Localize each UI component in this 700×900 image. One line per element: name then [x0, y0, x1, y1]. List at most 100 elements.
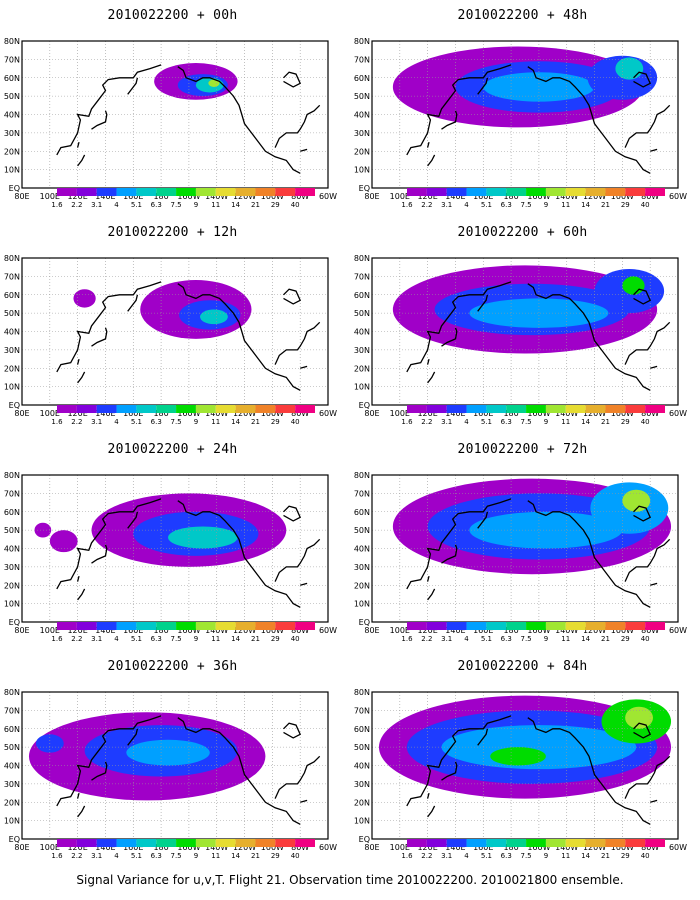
colorbar-swatch	[156, 188, 177, 196]
colorbar-label: 7.5	[521, 635, 532, 643]
lat-tick-label: 50N	[4, 92, 20, 101]
panel-60h: 2010022200 + 60h 80E 100E 120E 140E 160E 180 1…	[350, 217, 695, 432]
colorbar: 1.6 2.2 3.1 4 5.1 6.3 7.5 9 11 14 21 29 40	[401, 622, 665, 643]
lon-tick-label: 80W	[641, 192, 659, 201]
lat-tick-label: 50N	[354, 526, 370, 535]
graticule	[22, 258, 328, 405]
coastline	[91, 544, 108, 564]
lat-tick-label: 40N	[354, 545, 370, 554]
coastlines	[56, 715, 321, 825]
lat-tick-label: 20N	[354, 364, 370, 373]
colorbar-label: 4	[464, 418, 469, 426]
colorbar-label: 11	[211, 635, 220, 643]
colorbar-swatch	[195, 622, 216, 630]
colorbar-label: 4	[464, 201, 469, 209]
coastline	[633, 71, 652, 88]
colorbar-label: 2.2	[421, 852, 432, 860]
colorbar-label: 7.5	[171, 201, 182, 209]
colorbar-swatch	[466, 839, 487, 847]
lon-tick-label: 140W	[555, 843, 578, 852]
colorbar-label: 11	[211, 852, 220, 860]
coastline	[77, 154, 86, 167]
colorbar-swatch	[545, 839, 566, 847]
colorbar-label: 3.1	[91, 852, 102, 860]
colorbar-swatch	[215, 622, 236, 630]
lon-tick-label: 140W	[555, 192, 578, 201]
lon-tick-label: 160E	[123, 192, 143, 201]
colorbar-label: 6.3	[151, 635, 162, 643]
colorbar-label: 29	[621, 201, 630, 209]
colorbar: 1.6 2.2 3.1 4 5.1 6.3 7.5 9 11 14 21 29 40	[51, 622, 315, 643]
colorbar-swatch	[446, 622, 467, 630]
lon-tick-label: 60W	[319, 626, 337, 635]
colorbar-swatch	[585, 405, 606, 413]
colorbar-swatch	[407, 405, 427, 413]
lat-tick-label: 60N	[4, 725, 20, 734]
colorbar-label: 1.6	[401, 201, 413, 209]
lon-tick-label: 160E	[123, 626, 143, 635]
lon-tick-label: 80E	[14, 192, 29, 201]
lon-tick-label: 100W	[611, 409, 634, 418]
colorbar-label: 40	[641, 635, 650, 643]
lat-tick-label: 20N	[354, 798, 370, 807]
colorbar-swatch	[176, 839, 196, 847]
coastline	[77, 588, 86, 601]
colorbar-label: 4	[464, 635, 469, 643]
colorbar-swatch	[255, 839, 276, 847]
colorbar-swatch	[116, 405, 137, 413]
colorbar-swatch	[116, 622, 137, 630]
coastlines	[406, 64, 671, 174]
coastline	[300, 799, 308, 803]
colorbar-label: 5.1	[481, 201, 492, 209]
lat-tick-label: 80N	[354, 688, 370, 697]
coastline	[426, 358, 430, 365]
colorbar-swatch	[176, 405, 196, 413]
colorbar-swatch	[275, 188, 296, 196]
coastline	[127, 77, 139, 95]
colorbar-swatch	[116, 188, 137, 196]
colorbar-swatch	[645, 622, 665, 630]
colorbar-swatch	[156, 622, 177, 630]
colorbar-swatch	[605, 839, 626, 847]
lon-tick-label: 80W	[641, 626, 659, 635]
colorbar-swatch	[506, 405, 527, 413]
variance-blob	[469, 511, 623, 549]
map-plot: 80E 100E 120E 140E 160E 180 160W 140W 120W 100W 80…	[354, 688, 687, 852]
colorbar-label: 40	[291, 418, 300, 426]
map-plot: 80E 100E 120E 140E 160E 180 160W 140W 120W 100W 80…	[354, 471, 687, 635]
colorbar-label: 21	[601, 635, 610, 643]
lon-tick-label: 100E	[390, 843, 410, 852]
colorbar-label: 29	[271, 635, 280, 643]
colorbar-label: 6.3	[501, 418, 512, 426]
colorbar-label: 3.1	[441, 418, 452, 426]
lat-tick-label: 70N	[4, 272, 20, 281]
colorbar-swatch	[96, 405, 117, 413]
coastline	[283, 722, 302, 739]
colorbar-label: 9	[544, 418, 548, 426]
colorbar-label: 1.6	[401, 635, 413, 643]
lon-tick-label: 160E	[473, 409, 493, 418]
panel-36h: 2010022200 + 36h 80E 100E 120E 140E 160E 180 1…	[0, 651, 345, 866]
colorbar-swatch	[426, 405, 447, 413]
lon-tick-label: 140W	[205, 192, 228, 201]
lon-tick-label: 60W	[669, 626, 687, 635]
lon-tick-label: 140E	[95, 409, 115, 418]
variance-blob	[622, 489, 651, 512]
lat-tick-label: EQ	[9, 184, 20, 193]
panel-title: 2010022200 + 84h	[457, 659, 588, 674]
lat-tick-label: 10N	[4, 383, 20, 392]
colorbar-label: 2.2	[71, 852, 82, 860]
colorbar-label: 29	[621, 418, 630, 426]
colorbar-swatch	[466, 188, 487, 196]
colorbar-swatch	[545, 188, 566, 196]
colorbar-swatch	[645, 839, 665, 847]
coastline	[76, 575, 80, 582]
map-plot: 80E 100E 120E 140E 160E 180 160W 140W 120W 100W 80…	[4, 471, 337, 635]
lon-tick-label: 140W	[555, 409, 578, 418]
lon-tick-label: 120W	[233, 626, 256, 635]
coastline	[91, 761, 108, 781]
colorbar-swatch	[76, 839, 97, 847]
lat-tick-label: 60N	[354, 74, 370, 83]
coastline	[633, 288, 652, 305]
colorbar-swatch	[235, 188, 256, 196]
